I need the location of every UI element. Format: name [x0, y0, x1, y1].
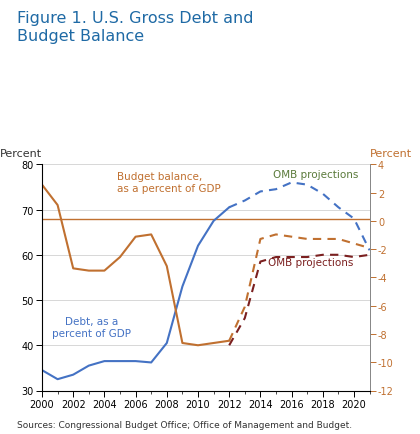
- Text: Debt, as a
percent of GDP: Debt, as a percent of GDP: [52, 316, 131, 339]
- Text: Percent: Percent: [0, 148, 42, 158]
- Text: Percent: Percent: [370, 148, 412, 158]
- Text: OMB projections: OMB projections: [273, 169, 358, 179]
- Text: Sources: Congressional Budget Office; Office of Management and Budget.: Sources: Congressional Budget Office; Of…: [17, 420, 352, 429]
- Text: Figure 1. U.S. Gross Debt and
Budget Balance: Figure 1. U.S. Gross Debt and Budget Bal…: [17, 11, 253, 44]
- Text: OMB projections: OMB projections: [268, 257, 354, 267]
- Text: Budget balance,
as a percent of GDP: Budget balance, as a percent of GDP: [117, 172, 220, 194]
